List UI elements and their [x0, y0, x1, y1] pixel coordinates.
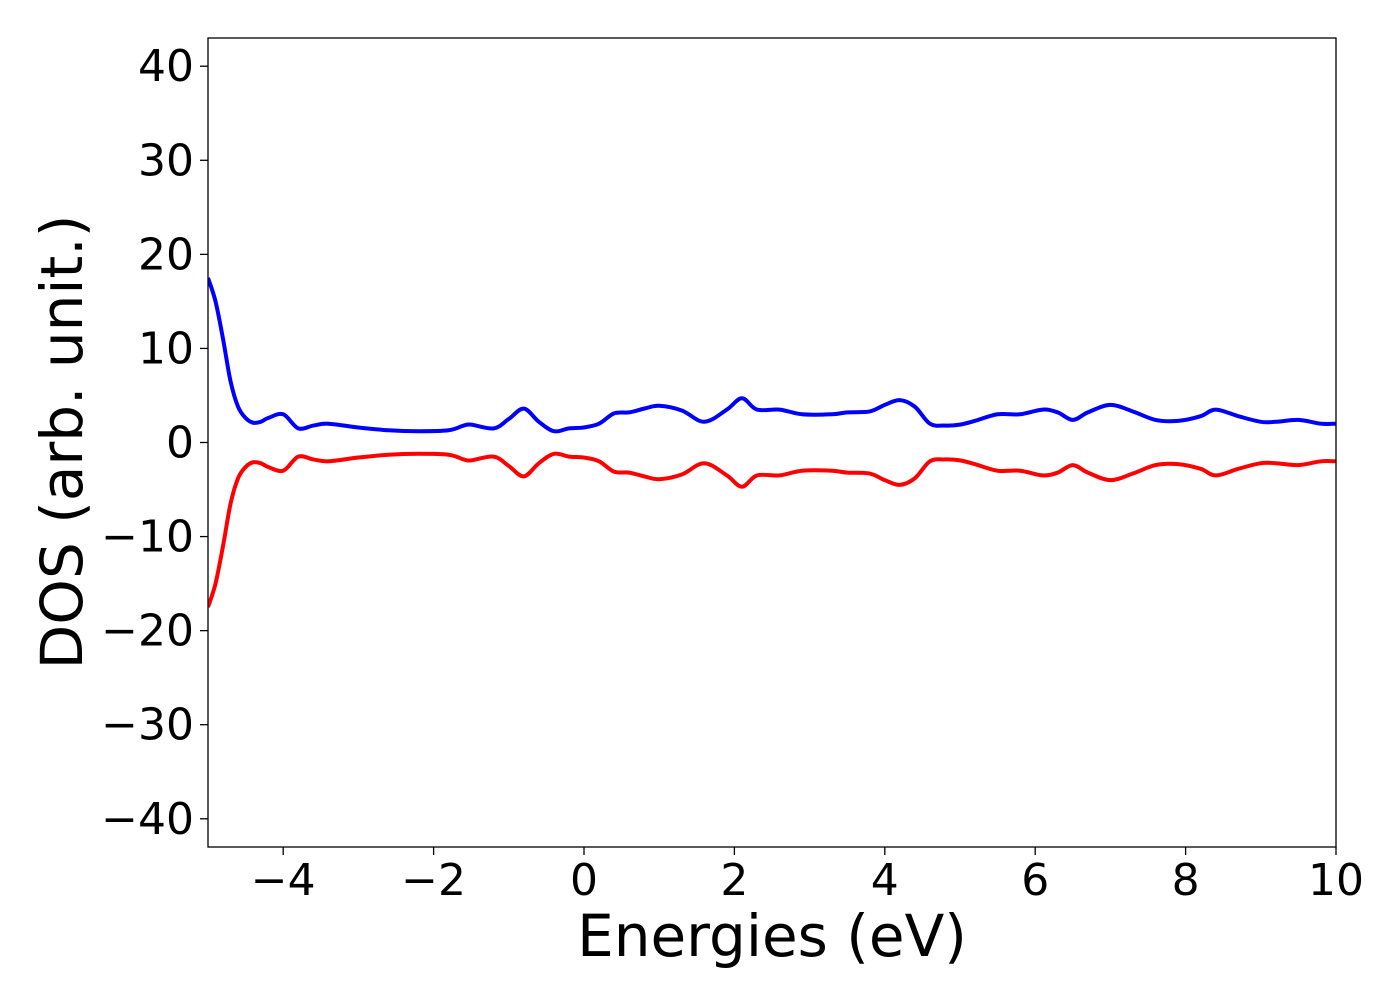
y-tick-label: −40	[101, 794, 194, 845]
x-tick-label: 0	[570, 855, 598, 906]
x-tick-label: 2	[720, 855, 748, 906]
dos-curve-red	[208, 451, 1336, 608]
x-axis-ticks: −4 −2 0 2 4 6 8 10	[251, 847, 1364, 906]
dos-curve-blue	[208, 277, 1336, 434]
plot-frame	[207, 37, 1337, 848]
x-tick-label: 6	[1021, 855, 1049, 906]
x-tick-label: 10	[1308, 855, 1364, 906]
x-tick-label: −4	[251, 855, 316, 906]
x-tick-label: 8	[1172, 855, 1200, 906]
x-tick-label: 4	[871, 855, 899, 906]
x-tick-label: −2	[401, 855, 466, 906]
y-tick-label: 20	[138, 229, 194, 280]
y-tick-label: 0	[166, 418, 194, 469]
y-tick-label: −10	[101, 512, 194, 563]
y-tick-label: −30	[101, 700, 194, 751]
y-axis-title: DOS (arb. unit.)	[28, 215, 96, 670]
y-tick-label: −20	[101, 606, 194, 657]
y-tick-label: 10	[138, 323, 194, 374]
y-tick-label: 40	[138, 41, 194, 92]
series-layer	[208, 277, 1336, 608]
y-axis-ticks: −40 −30 −20 −10 0 10 20 30 40	[101, 41, 208, 845]
y-tick-label: 30	[138, 135, 194, 186]
x-axis-title: Energies (eV)	[577, 902, 967, 970]
